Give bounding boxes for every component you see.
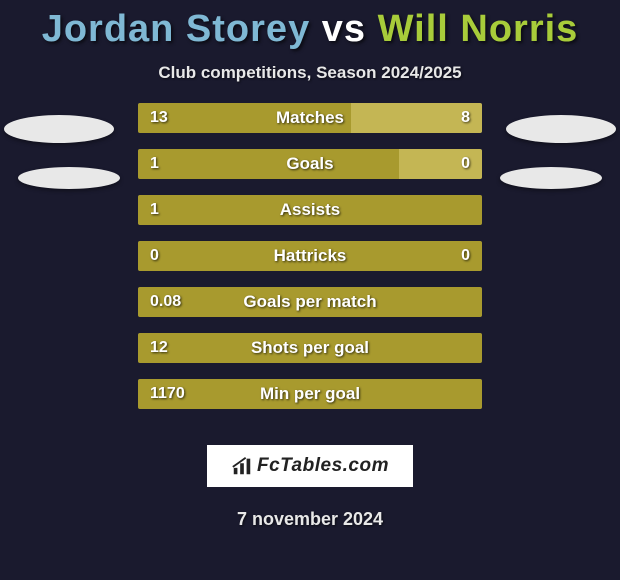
stat-value-left: 1 bbox=[150, 195, 159, 225]
stat-bar-left bbox=[138, 195, 482, 225]
player1-name: Jordan Storey bbox=[42, 8, 311, 50]
stat-bar-left bbox=[138, 149, 399, 179]
vs-text: vs bbox=[322, 8, 366, 50]
subtitle: Club competitions, Season 2024/2025 bbox=[0, 63, 620, 83]
player1-marker-2 bbox=[18, 167, 120, 189]
stat-value-right: 8 bbox=[461, 103, 470, 133]
stat-value-right: 0 bbox=[461, 241, 470, 271]
stat-row: 0.08Goals per match bbox=[138, 287, 482, 317]
chart-icon bbox=[231, 455, 253, 477]
stat-bars: 138Matches10Goals1Assists00Hattricks0.08… bbox=[138, 103, 482, 425]
stat-value-left: 12 bbox=[150, 333, 168, 363]
stat-bar-left bbox=[138, 103, 351, 133]
date: 7 november 2024 bbox=[0, 509, 620, 530]
stat-bar-left bbox=[138, 241, 482, 271]
chart-area: 138Matches10Goals1Assists00Hattricks0.08… bbox=[0, 115, 620, 435]
stat-value-left: 1170 bbox=[150, 379, 185, 409]
stat-row: 10Goals bbox=[138, 149, 482, 179]
stat-row: 1Assists bbox=[138, 195, 482, 225]
stat-row: 00Hattricks bbox=[138, 241, 482, 271]
source-logo: FcTables.com bbox=[207, 445, 413, 487]
stat-value-left: 0 bbox=[150, 241, 159, 271]
player2-marker-1 bbox=[506, 115, 616, 143]
player2-marker-2 bbox=[500, 167, 602, 189]
stat-value-right: 0 bbox=[461, 149, 470, 179]
stat-bar-left bbox=[138, 333, 482, 363]
stat-bar-left bbox=[138, 287, 482, 317]
comparison-title: Jordan Storey vs Will Norris bbox=[0, 0, 620, 51]
stat-value-left: 0.08 bbox=[150, 287, 181, 317]
player1-marker-1 bbox=[4, 115, 114, 143]
stat-value-left: 1 bbox=[150, 149, 159, 179]
stat-bar-left bbox=[138, 379, 482, 409]
player2-name: Will Norris bbox=[378, 8, 579, 50]
stat-row: 12Shots per goal bbox=[138, 333, 482, 363]
stat-row: 1170Min per goal bbox=[138, 379, 482, 409]
stat-row: 138Matches bbox=[138, 103, 482, 133]
stat-value-left: 13 bbox=[150, 103, 168, 133]
logo-text: FcTables.com bbox=[257, 455, 389, 477]
